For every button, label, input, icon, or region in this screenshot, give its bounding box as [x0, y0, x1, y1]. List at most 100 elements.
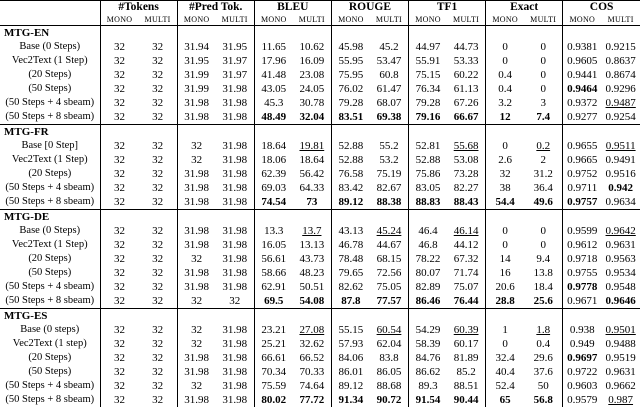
- cell-value: 31.98: [184, 182, 210, 194]
- cell: 76.34: [408, 82, 448, 96]
- cell: 0.9671: [562, 294, 602, 309]
- cell-value: 31.98: [222, 253, 248, 265]
- empty-cell: [99, 25, 139, 40]
- cell: 31.98: [216, 252, 255, 266]
- cell-value: 61.13: [453, 83, 479, 95]
- cell: 0: [524, 68, 563, 82]
- cell-value: 82.27: [453, 182, 479, 194]
- cell: 0.9548: [601, 280, 640, 294]
- empty-cell: [408, 209, 448, 224]
- cell: 45.24: [370, 224, 409, 238]
- cell: 32: [139, 365, 178, 379]
- cell-value: 49.6: [533, 196, 553, 208]
- cell: 12: [485, 110, 525, 125]
- cell-value: 53.47: [376, 55, 402, 67]
- cell: 43.05: [253, 82, 293, 96]
- cell-value: 1: [502, 324, 508, 336]
- cell-value: 85.2: [456, 366, 476, 378]
- cell-value: 24.05: [299, 83, 325, 95]
- cell: 32.62: [293, 337, 332, 351]
- cell-value: 0.9548: [605, 281, 636, 293]
- cell-value: 32: [152, 182, 164, 194]
- cell-value: 31.98: [222, 267, 248, 279]
- cell-value: 54.08: [299, 295, 325, 307]
- cell-value: 54.29: [415, 324, 441, 336]
- cell-value: 45.2: [379, 41, 399, 53]
- cell-value: 58.39: [415, 338, 441, 350]
- cell-value: 70.34: [261, 366, 287, 378]
- cell: 32: [99, 82, 139, 96]
- cell: 53.47: [370, 54, 409, 68]
- cell: 0: [524, 224, 563, 238]
- cell: 10.62: [293, 40, 332, 54]
- cell: 46.78: [330, 238, 370, 252]
- cell-value: 0.4: [498, 83, 513, 95]
- cell-value: 66.67: [453, 111, 479, 123]
- cell-value: 0.949: [569, 338, 595, 350]
- cell-value: 32: [152, 140, 164, 152]
- cell: 18.64: [293, 153, 332, 167]
- cell: 78.48: [330, 252, 370, 266]
- empty-cell: [139, 26, 178, 41]
- cell: 25.6: [524, 294, 563, 309]
- cell: 55.91: [408, 54, 448, 68]
- cell-value: 60.8: [379, 69, 399, 81]
- cell-value: 13.8: [533, 267, 553, 279]
- cell-value: 32: [152, 41, 164, 53]
- cell-value: 32: [152, 281, 164, 293]
- cell-value: 0: [540, 41, 546, 53]
- section-row: MTG-EN: [0, 25, 640, 41]
- cell: 54.29: [408, 323, 448, 337]
- cell: 17.96: [253, 54, 293, 68]
- cell: 81.89: [447, 351, 486, 365]
- cell-value: 0: [502, 225, 508, 237]
- empty-cell: [408, 308, 448, 323]
- empty-cell: [330, 308, 370, 323]
- cell: 32: [139, 323, 178, 337]
- cell-value: 31.97: [222, 69, 248, 81]
- cell: 31.98: [216, 323, 255, 337]
- cell-value: 31.98: [184, 111, 210, 123]
- group-header: Exact: [485, 0, 563, 14]
- cell-value: 0: [502, 41, 508, 53]
- cell-value: 0.9634: [605, 196, 636, 208]
- cell: 32: [139, 266, 178, 280]
- empty-cell: [330, 25, 370, 40]
- cell-value: 0.9655: [567, 140, 598, 152]
- cell-value: 30.78: [299, 97, 325, 109]
- cell-value: 90.44: [453, 394, 479, 406]
- data-row: (50 Steps + 8 sbeam) 32 32 31.98 31.98 80.02 7…: [0, 393, 640, 407]
- cell: 31.98: [176, 181, 216, 195]
- cell-value: 88.38: [376, 196, 402, 208]
- cell: 31.98: [216, 393, 255, 407]
- cell-value: 31.98: [222, 154, 248, 166]
- cell: 84.06: [330, 351, 370, 365]
- cell: 32: [139, 82, 178, 96]
- subheader: MONO: [408, 14, 448, 26]
- cell: 31.98: [176, 96, 216, 110]
- cell: 31.98: [216, 82, 255, 96]
- cell-value: 31.98: [222, 168, 248, 180]
- data-row: (50 Steps + 4 sbeam) 32 32 31.98 31.98 45.3 30…: [0, 96, 640, 110]
- cell-value: 80.02: [261, 394, 287, 406]
- cell: 48.49: [253, 110, 293, 125]
- cell: 31.98: [216, 351, 255, 365]
- cell: 53.33: [447, 54, 486, 68]
- empty-cell: [408, 25, 448, 40]
- cell-value: 66.61: [261, 352, 287, 364]
- cell: 88.38: [370, 195, 409, 210]
- empty-cell: [601, 26, 640, 41]
- cell-value: 0: [540, 55, 546, 67]
- cell: 0.9612: [562, 238, 602, 252]
- cell: 60.39: [447, 323, 486, 337]
- cell: 3: [524, 96, 563, 110]
- row-label: (20 Steps): [28, 352, 72, 363]
- cell: 32: [139, 68, 178, 82]
- cell: 16.09: [293, 54, 332, 68]
- data-row: (20 Steps) 32 32 31.99 31.97 41.48 23.08 75.95 6…: [0, 68, 640, 82]
- cell: 32: [99, 181, 139, 195]
- cell-value: 31.98: [184, 281, 210, 293]
- cell-value: 32: [114, 338, 126, 350]
- subheader: MULTI: [215, 14, 255, 26]
- cell: 31.98: [176, 224, 216, 238]
